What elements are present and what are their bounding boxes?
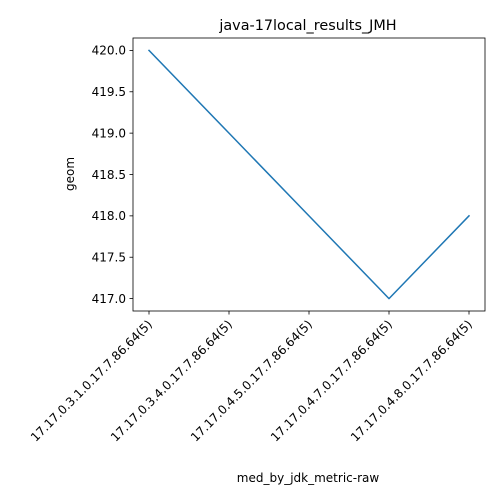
axes-frame (132, 37, 486, 312)
y-tick-label: 419.0 (92, 126, 126, 140)
y-tick-label: 419.5 (92, 85, 126, 99)
y-tick-label: 420.0 (92, 44, 126, 58)
y-axis-label: geom (63, 157, 77, 191)
y-tick-label: 417.5 (92, 251, 126, 265)
y-tick-label: 418.0 (92, 209, 126, 223)
series-lines (147, 49, 471, 300)
y-tick-label: 417.0 (92, 292, 126, 306)
y-tick-label: 418.5 (92, 168, 126, 182)
x-axis-label: med_by_jdk_metric-raw (237, 471, 380, 485)
axes-spines (132, 37, 486, 312)
chart-title: java-17local_results_JMH (218, 18, 396, 34)
